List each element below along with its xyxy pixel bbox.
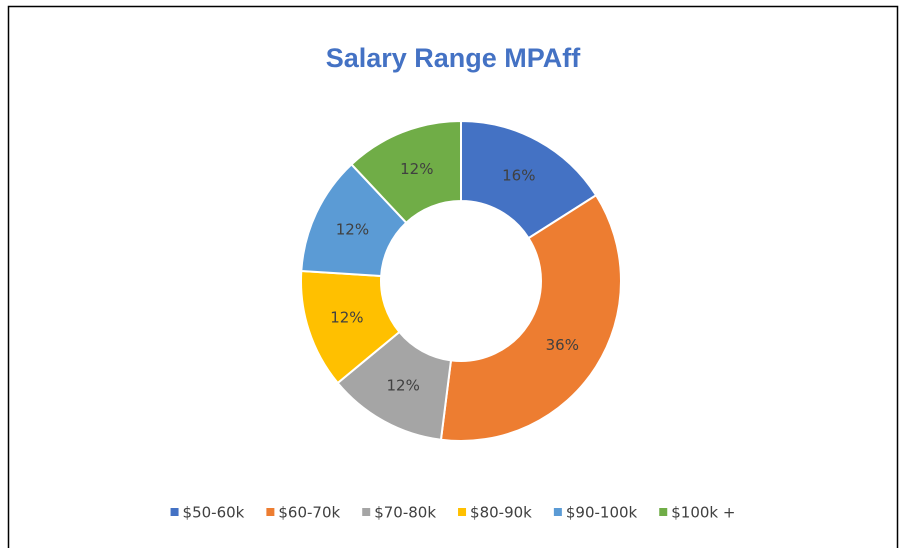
legend-swatch bbox=[458, 508, 467, 516]
data-label: 12% bbox=[400, 160, 433, 178]
chart-title: Salary Range MPAff bbox=[326, 43, 582, 73]
legend-label: $70-80k bbox=[374, 504, 436, 522]
legend-swatch bbox=[266, 508, 275, 516]
data-label: 12% bbox=[387, 377, 420, 395]
legend-swatch bbox=[170, 508, 179, 516]
data-label: 16% bbox=[502, 166, 535, 184]
legend-swatch bbox=[659, 508, 668, 516]
legend-label: $100k + bbox=[671, 504, 735, 522]
legend-label: $50-60k bbox=[183, 504, 245, 522]
data-label: 36% bbox=[546, 336, 579, 354]
legend-swatch bbox=[553, 508, 562, 516]
data-label: 12% bbox=[330, 309, 363, 327]
data-label: 12% bbox=[336, 220, 369, 238]
donut-slice bbox=[460, 119, 598, 240]
donut-slice bbox=[439, 193, 622, 442]
legend-label: $80-90k bbox=[470, 504, 532, 522]
legend-label: $60-70k bbox=[278, 504, 340, 522]
legend-label: $90-100k bbox=[566, 504, 638, 522]
donut-slice bbox=[350, 119, 462, 225]
chart-frame bbox=[7, 5, 899, 548]
legend-swatch bbox=[362, 508, 371, 516]
